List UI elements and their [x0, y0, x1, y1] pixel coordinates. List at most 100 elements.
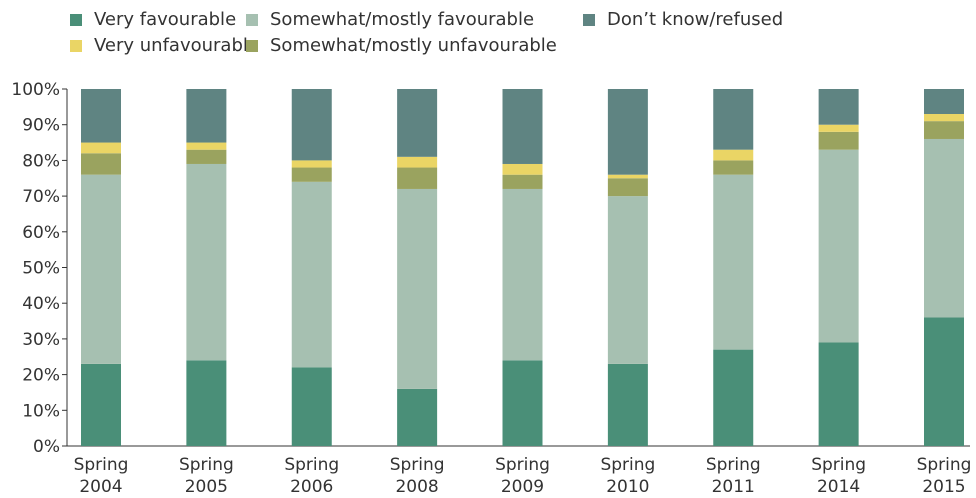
- bar-segment-very-favourable: [291, 367, 332, 446]
- bar-segment-somewhat-mostly-favourable: [186, 163, 227, 361]
- legend-label: Don’t know/refused: [607, 9, 783, 30]
- bar-segment-don-t-know-refused: [502, 89, 543, 164]
- y-tick-label: 50%: [22, 259, 60, 279]
- bar-segment-don-t-know-refused: [924, 89, 964, 114]
- x-tick-label-line: Spring: [179, 455, 234, 475]
- bar-stack-spring-2011: [713, 89, 754, 446]
- bar-segment-very-favourable: [397, 388, 438, 446]
- legend-swatch: [583, 14, 595, 26]
- bar-stack-spring-2004: [81, 89, 121, 446]
- x-tick-label-spring-2005: Spring 2005: [179, 455, 234, 497]
- bar-segment-somewhat-mostly-unfavourable: [81, 153, 121, 175]
- bar-segment-very-favourable: [924, 317, 964, 446]
- bar-stack-spring-2010: [607, 89, 648, 446]
- bar-segment-somewhat-mostly-unfavourable: [713, 160, 754, 175]
- bar-stack-spring-2015: [924, 89, 964, 446]
- bar-segment-somewhat-mostly-favourable: [924, 138, 964, 318]
- bar-segment-very-unfavourable: [81, 142, 121, 154]
- y-tick-label: 40%: [22, 294, 60, 314]
- bar-segment-somewhat-mostly-favourable: [713, 174, 754, 350]
- legend-label: Very unfavourable: [94, 35, 259, 56]
- bar-segment-somewhat-mostly-unfavourable: [818, 131, 859, 150]
- x-tick-label-line: 2004: [79, 477, 122, 494]
- y-tick-label: 30%: [22, 330, 60, 350]
- bar-segment-very-favourable: [713, 349, 754, 446]
- bars: [81, 89, 964, 446]
- x-tick-label-line: 2006: [290, 477, 333, 494]
- bar-segment-somewhat-mostly-favourable: [502, 188, 543, 361]
- y-tick-label: 80%: [22, 151, 60, 171]
- bar-stack-spring-2005: [186, 89, 227, 446]
- x-tick-label-spring-2008: Spring 2008: [390, 455, 445, 497]
- legend-swatch: [246, 40, 258, 52]
- bar-segment-don-t-know-refused: [397, 89, 438, 157]
- bar-segment-very-unfavourable: [291, 160, 332, 168]
- x-tick-label-line: 2015: [922, 477, 965, 494]
- x-tick-label-line: Spring: [811, 455, 866, 475]
- bar-segment-don-t-know-refused: [607, 89, 648, 175]
- bar-segment-somewhat-mostly-favourable: [397, 188, 438, 389]
- x-tick-label-line: Spring: [706, 455, 761, 475]
- x-tick-label-line: Spring: [74, 455, 129, 475]
- y-tick-label: 100%: [11, 80, 60, 100]
- bar-segment-somewhat-mostly-unfavourable: [291, 167, 332, 182]
- x-tick-label-spring-2010: Spring 2010: [600, 455, 655, 497]
- legend-swatch: [246, 14, 258, 26]
- bar-segment-very-unfavourable: [818, 124, 859, 132]
- x-axis-labels: Spring 2004 Spring 2005 Spring 2006 Spring 2008…: [74, 455, 972, 497]
- bar-segment-very-unfavourable: [502, 163, 543, 175]
- bar-segment-very-unfavourable: [924, 113, 964, 122]
- y-tick-label: 60%: [22, 223, 60, 243]
- bar-segment-somewhat-mostly-unfavourable: [397, 167, 438, 189]
- x-tick-label-spring-2009: Spring 2009: [495, 455, 550, 497]
- bar-stack-spring-2006: [291, 89, 332, 446]
- bar-segment-very-favourable: [607, 363, 648, 446]
- legend: Very favourable Somewhat/mostly favourabl…: [70, 9, 783, 56]
- bar-segment-very-favourable: [818, 342, 859, 446]
- bar-segment-very-unfavourable: [713, 149, 754, 161]
- bar-segment-very-unfavourable: [186, 142, 227, 150]
- legend-item-somewhat-mostly-unfavourable: Somewhat/mostly unfavourable: [246, 35, 557, 56]
- bar-stack-spring-2009: [502, 89, 543, 446]
- x-tick-label-spring-2015: Spring 2015: [917, 455, 972, 497]
- y-tick-label: 10%: [22, 401, 60, 421]
- bar-segment-somewhat-mostly-favourable: [607, 196, 648, 364]
- x-tick-label-line: 2005: [185, 477, 228, 494]
- x-tick-label-spring-2004: Spring 2004: [74, 455, 129, 497]
- legend-item-don-t-know-refused: Don’t know/refused: [583, 9, 783, 30]
- y-tick-label: 20%: [22, 366, 60, 386]
- bar-segment-very-favourable: [81, 363, 121, 446]
- x-tick-label-line: 2008: [395, 477, 438, 494]
- x-tick-label-line: Spring: [495, 455, 550, 475]
- x-tick-label-line: 2014: [817, 477, 860, 494]
- bar-segment-somewhat-mostly-favourable: [81, 174, 121, 364]
- bar-segment-somewhat-mostly-unfavourable: [924, 121, 964, 139]
- legend-item-very-unfavourable: Very unfavourable: [70, 35, 259, 56]
- bar-segment-somewhat-mostly-unfavourable: [502, 174, 543, 189]
- bar-stack-spring-2008: [397, 89, 438, 446]
- bar-segment-don-t-know-refused: [713, 89, 754, 150]
- x-tick-label-line: 2009: [501, 477, 544, 494]
- x-tick-label-spring-2006: Spring 2006: [284, 455, 339, 497]
- y-tick-label: 70%: [22, 187, 60, 207]
- x-tick-label-line: Spring: [917, 455, 972, 475]
- bar-segment-don-t-know-refused: [186, 89, 227, 143]
- bar-segment-very-unfavourable: [397, 156, 438, 168]
- bar-segment-don-t-know-refused: [291, 89, 332, 161]
- legend-swatch: [70, 40, 82, 52]
- legend-label: Very favourable: [94, 9, 236, 30]
- x-tick-label-line: Spring: [390, 455, 445, 475]
- bar-segment-somewhat-mostly-unfavourable: [607, 178, 648, 197]
- x-tick-label-line: Spring: [284, 455, 339, 475]
- bar-segment-very-favourable: [186, 360, 227, 446]
- bar-segment-very-favourable: [502, 360, 543, 446]
- legend-label: Somewhat/mostly unfavourable: [270, 35, 557, 56]
- x-tick-label-line: 2010: [606, 477, 649, 494]
- legend-swatch: [70, 14, 82, 26]
- x-tick-label-line: Spring: [600, 455, 655, 475]
- x-tick-label-spring-2011: Spring 2011: [706, 455, 761, 497]
- bar-segment-very-unfavourable: [607, 174, 648, 179]
- legend-item-somewhat-mostly-favourable: Somewhat/mostly favourable: [246, 9, 534, 30]
